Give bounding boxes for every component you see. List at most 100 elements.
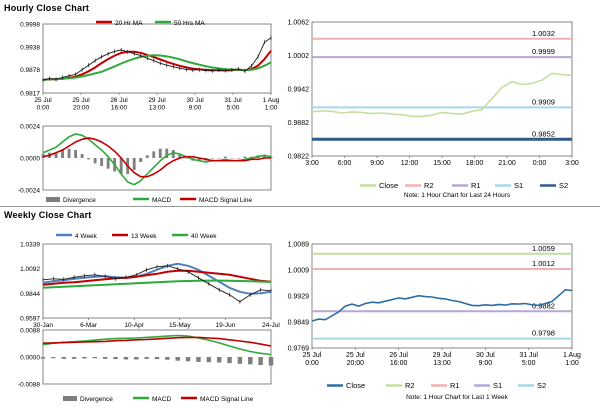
hourly-pivot-y-tick: 0.9822: [288, 154, 310, 161]
hourly-macd-y-tick: 0.0000: [20, 156, 40, 163]
weekly-pivot-x-tick: 25 Jul 20:00: [346, 352, 365, 367]
hourly-price-x-tick: 25 Jul 0:00: [34, 97, 52, 112]
hourly-macd-divergence-bar: [54, 152, 58, 158]
weekly-price-ma-1: [42, 269, 272, 286]
hourly-macd-signal-line: [42, 137, 271, 178]
weekly-price-ma-2: [42, 279, 272, 289]
hourly-price-y-tick: 0.9817: [20, 91, 40, 98]
hourly-macd-divergence-bar: [100, 158, 104, 166]
weekly-pivot-level-label-S2: 0.9798: [532, 329, 555, 338]
hourly-pivot-x-tick: 0:00: [533, 160, 547, 167]
weekly-macd-divergence-bar: [175, 357, 180, 361]
weekly-macd-divergence-bar: [237, 357, 243, 364]
weekly-price-y-tick: 0.9597: [20, 316, 40, 323]
hourly-pivot-x-tick: 12:00: [401, 160, 419, 167]
weekly-macd-divergence-bar: [268, 357, 274, 366]
hourly-pivot-x-tick: 6:00: [338, 160, 352, 167]
hourly-pivot-x-tick: 9:00: [370, 160, 384, 167]
hourly-macd-divergence-bar: [197, 158, 201, 161]
weekly-pivot-x-tick: 29 Jul 13:00: [433, 352, 452, 367]
hourly-price-x-tick: 31 Jul 5:00: [224, 97, 242, 112]
hourly-macd-divergence-bar: [67, 148, 71, 158]
hourly-macd-divergence-bar: [93, 158, 97, 164]
weekly-price-legend-1-label: 13 Week: [131, 233, 157, 240]
weekly-macd-legend-macd-label: MACD: [152, 396, 171, 403]
hourly-macd-legend-divergence-label: Divergence: [63, 197, 96, 204]
weekly-macd-divergence-bar: [61, 357, 66, 359]
weekly-macd-divergence-bar: [248, 357, 253, 365]
weekly-price-y-tick: 1.0339: [20, 242, 40, 249]
weekly-macd-macd-line: [42, 334, 272, 356]
weekly-price-y-tick: 0.9844: [20, 291, 40, 298]
weekly-price-x-tick: 10-Apr: [124, 322, 144, 329]
weekly-macd-legend-divergence-label: Divergence: [80, 396, 113, 403]
hourly-macd-divergence-bar: [139, 158, 143, 162]
hourly-pivot-legend-label: R2: [424, 181, 434, 190]
hourly-pivot-x-tick: 15:00: [433, 160, 451, 167]
weekly-macd-divergence-bar: [92, 357, 98, 359]
weekly-price-x-tick: 24-Jul: [262, 322, 280, 329]
hourly-pivot-level-label-S1: 0.9909: [532, 97, 555, 106]
hourly-macd-divergence-bar: [152, 151, 156, 158]
hourly-macd-legend-signal-label: MACD Signal Line: [199, 197, 252, 204]
hourly-macd-divergence-bar: [210, 158, 214, 159]
weekly-macd-divergence-bar: [216, 357, 222, 363]
weekly-macd-divergence-bar: [258, 357, 263, 365]
hourly-macd-divergence-bar: [119, 158, 123, 174]
weekly-macd-divergence-bar: [196, 357, 201, 362]
weekly-pivot-level-label-R1: 1.0012: [532, 259, 555, 268]
weekly-pivot-y-tick: 1.0009: [288, 268, 310, 275]
weekly-macd-divergence-bar: [206, 357, 212, 363]
weekly-macd-divergence-bar: [227, 357, 232, 364]
weekly-pivot-legend-label: Close: [346, 381, 365, 390]
hourly-macd-divergence-bar: [217, 158, 221, 159]
hourly-pivot-close-line: [311, 72, 573, 118]
weekly-price-ma-0: [42, 262, 272, 295]
hourly-macd-divergence-bar: [87, 158, 91, 160]
weekly-macd-divergence-bar: [40, 357, 46, 359]
hourly-price-x-tick: 25 Jul 20:00: [72, 97, 90, 112]
weekly-macd-divergence-bar: [144, 357, 149, 359]
weekly-macd-divergence-bar: [154, 357, 160, 360]
weekly-price-x-tick: 15-May: [169, 322, 191, 329]
hourly-pivot-y-tick: 1.0002: [288, 53, 310, 60]
hourly-macd-divergence-bar: [243, 156, 247, 158]
weekly-macd-y-tick: -0.0088: [18, 382, 40, 389]
weekly-pivot-x-tick: 31 Jul 5:00: [519, 352, 538, 367]
hourly-macd-divergence-bar: [80, 154, 84, 158]
weekly-price-legend-2-label: 40 Week: [191, 233, 217, 240]
weekly-macd-divergence-bar: [185, 357, 191, 362]
weekly-pivot-y-tick: 1.0089: [288, 242, 310, 249]
hourly-price-y-tick: 0.9938: [20, 44, 40, 51]
weekly-macd-y-tick: 0.0000: [20, 355, 40, 362]
hourly-price-y-tick: 0.9998: [20, 22, 40, 29]
hourly-macd-divergence-bar: [106, 158, 110, 169]
hourly-pivot-y-tick: 0.9942: [288, 87, 310, 94]
weekly-macd-signal-line: [42, 336, 272, 347]
hourly-pivot-legend-label: R1: [471, 181, 481, 190]
hourly-pivot-level-label-R1: 0.9999: [532, 47, 555, 56]
weekly-macd-divergence-bar: [113, 357, 118, 360]
weekly-pivot-y-tick: 0.9849: [288, 320, 310, 327]
hourly-macd-legend-divergence-swatch: [46, 197, 60, 202]
hourly-macd-y-tick: -0.0024: [18, 188, 40, 195]
weekly-pivot-note: Note: 1 Hour Chart for Last 1 Week: [406, 394, 509, 401]
weekly-macd-divergence-bar: [123, 357, 129, 360]
weekly-macd-legend-divergence-swatch: [63, 396, 77, 401]
weekly-price-x-tick: 19-Jun: [215, 322, 235, 329]
weekly-price-legend-0-label: 4 Week: [75, 233, 98, 240]
hourly-price-y-tick: 0.9878: [20, 67, 40, 74]
hourly-price-x-tick: 1 Aug 1:00: [263, 97, 280, 112]
weekly-pivot-legend-label: R1: [450, 381, 460, 390]
hourly-pivot-level-label-R2: 1.0032: [532, 29, 555, 38]
hourly-macd-divergence-bar: [74, 150, 77, 158]
hourly-macd-divergence-bar: [184, 158, 188, 159]
hourly-pivot-y-tick: 1.0062: [288, 20, 310, 27]
weekly-macd-y-tick: 0.0088: [20, 328, 40, 335]
hourly-macd-y-tick: 0.0024: [20, 124, 40, 131]
hourly-pivot-x-tick: 3:00: [565, 160, 579, 167]
hourly-pivot-level-label-S2: 0.9852: [532, 129, 555, 138]
hourly-macd-divergence-bar: [263, 155, 266, 158]
hourly-macd-divergence-bar: [223, 156, 227, 158]
section-divider: [0, 206, 600, 207]
